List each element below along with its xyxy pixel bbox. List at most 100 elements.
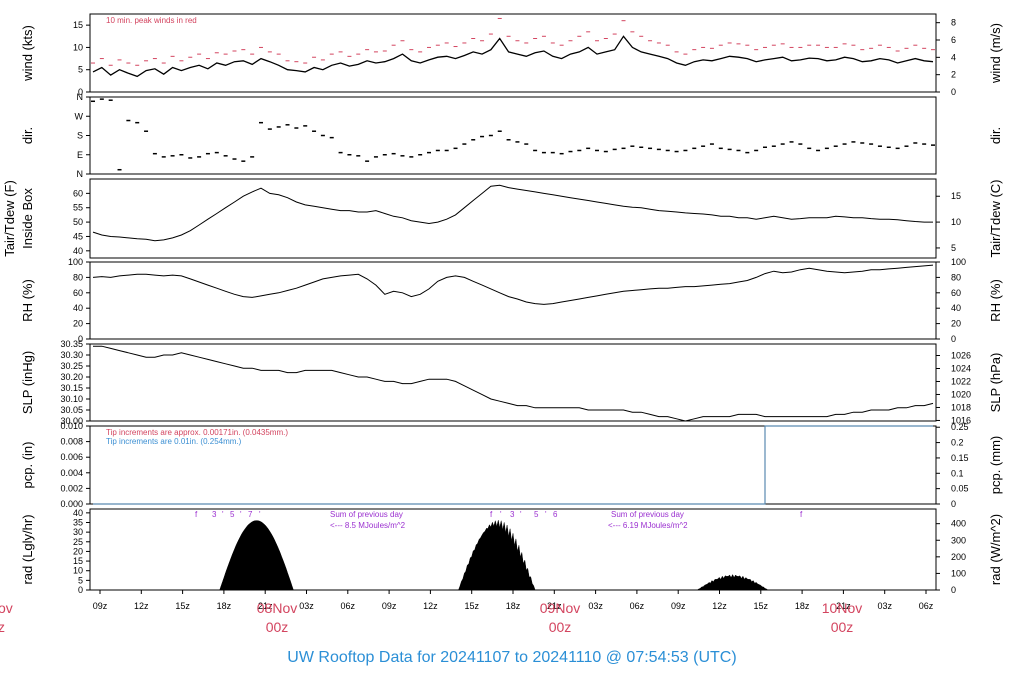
wind-ytick-right-label: 2 <box>951 70 956 80</box>
pcp-series <box>93 425 933 505</box>
rad-ytick-label: 35 <box>73 518 83 528</box>
x-tick-label: 09z <box>671 601 686 611</box>
wind-ytick-label: 5 <box>78 65 83 75</box>
rad-ytick-right-label: 0 <box>951 585 956 595</box>
x-tick-label: 21z <box>258 601 273 611</box>
x-tick-label: 15z <box>464 601 479 611</box>
slp-ytick-label: 30.15 <box>60 383 83 393</box>
rh-ytick-label: 80 <box>73 272 83 282</box>
x-day-time: 00z <box>266 619 289 635</box>
rad-annotation-2: <--- 8.5 MJoules/m^2 <box>330 521 406 530</box>
rh-frame <box>89 261 937 340</box>
temp-ytick-label: 40 <box>73 246 83 256</box>
rh-ytick-right-label: 20 <box>951 319 961 329</box>
wind-ytick-label: 0 <box>78 87 83 97</box>
rad-hour-mark: 5 <box>534 510 539 519</box>
rad-ytick-right-label: 400 <box>951 519 966 529</box>
rh-ytick-label: 40 <box>73 303 83 313</box>
pcp-ytick-right-label: 0.15 <box>951 453 969 463</box>
rad-hour-mark: ' <box>222 510 224 519</box>
temp-ytick-right-label: 10 <box>951 217 961 227</box>
slp-ytick-right-label: 1026 <box>951 350 971 360</box>
rad-ylabel-right: rad (W/m^2) <box>988 514 1003 585</box>
pcp-ytick-label: 0.008 <box>60 437 83 447</box>
rad-hour-mark: 3 <box>212 510 217 519</box>
x-tick-label: 18z <box>506 601 521 611</box>
rad-ytick-label: 15 <box>73 556 83 566</box>
temp-frame <box>89 178 937 259</box>
slp-ytick-label: 30.00 <box>60 416 83 426</box>
rad-day-3 <box>696 574 769 591</box>
rad-ylabel: rad (Lgly/hr) <box>20 514 35 584</box>
wind-series <box>92 35 934 78</box>
rad-ytick-label: 25 <box>73 537 83 547</box>
rad-ytick-label: 30 <box>73 527 83 537</box>
rh-ytick-right-label: 0 <box>951 334 956 344</box>
pcp-ytick-right-label: 0 <box>951 499 956 509</box>
wind-ylabel-right: wind (m/s) <box>988 23 1003 84</box>
x-tick-label: 12z <box>134 601 149 611</box>
rad-ytick-right-label: 100 <box>951 568 966 578</box>
slp-ytick-label: 30.20 <box>60 372 83 382</box>
pcp-ytick-right-label: 0.25 <box>951 422 969 432</box>
wind-ytick-right-label: 8 <box>951 18 956 28</box>
x-tick-label: 15z <box>754 601 769 611</box>
pcp-ytick-label: 0.002 <box>60 483 83 493</box>
panel-temp: 40 45 50 55 60 5 10 15 Tair/Tdew (F) Inside Box Ta… <box>2 178 1003 259</box>
pcp-note-red: Tip increments are approx. 0.00171in. (0… <box>106 428 288 437</box>
x-day-date: 09Nov <box>540 600 580 616</box>
pcp-ytick-right-label: 0.05 <box>951 484 969 494</box>
rad-ytick-label: 20 <box>73 546 83 556</box>
x-day-date: 08Nov <box>257 600 297 616</box>
rh-ytick-right-label: 40 <box>951 303 961 313</box>
pcp-ylabel: pcp. (in) <box>20 442 35 489</box>
rh-ylabel-right: RH (%) <box>988 279 1003 322</box>
dir-ytick-label: N <box>77 92 84 102</box>
wind-ylabel: wind (kts) <box>20 25 35 82</box>
rh-series <box>92 264 934 305</box>
rad-day-2 <box>458 519 536 591</box>
wind-ytick-right-label: 6 <box>951 35 956 45</box>
rh-ytick-label: 60 <box>73 288 83 298</box>
panel-rh: 0 20 40 60 80 100 0 20 40 60 80 100 RH (%) RH (%) <box>20 257 1003 344</box>
panel-wind: 0 5 10 15 0 2 4 6 8 wind (kts) wind (m/s) 10 min. p… <box>20 13 1003 97</box>
x-day-time-cut: z <box>0 619 5 635</box>
rad-hour-mark: f <box>490 510 493 519</box>
temp-ylabel-sub: Inside Box <box>20 188 35 249</box>
rad-annotation-1: Sum of previous day <box>330 510 403 519</box>
temp-ytick-label: 60 <box>73 188 83 198</box>
x-tick-label: 03z <box>877 601 892 611</box>
wind-frame <box>89 13 937 93</box>
rh-ytick-right-label: 60 <box>951 288 961 298</box>
rad-ytick-right-label: 200 <box>951 552 966 562</box>
slp-ytick-right-label: 1018 <box>951 402 971 412</box>
wind-ytick-right-label: 0 <box>951 87 956 97</box>
x-day-date: 10Nov <box>822 600 862 616</box>
slp-ytick-right-label: 1022 <box>951 376 971 386</box>
dir-ytick-label: S <box>77 131 83 141</box>
slp-ytick-label: 30.25 <box>60 361 83 371</box>
x-day-time: 00z <box>831 619 854 635</box>
slp-ytick-label: 30.30 <box>60 350 83 360</box>
dir-frame <box>89 96 937 175</box>
rad-hour-mark: ' <box>520 510 522 519</box>
rh-ytick-right-label: 80 <box>951 272 961 282</box>
pcp-ytick-right-label: 0.1 <box>951 468 964 478</box>
x-axis: 09z 12z 15z 18z 21z 03z 06z 09z 12z 15z 18z 21z 03z 0… <box>0 590 934 635</box>
x-tick-label: 03z <box>299 601 314 611</box>
x-tick-label: 09z <box>93 601 108 611</box>
slp-ytick-label: 30.05 <box>60 405 83 415</box>
rad-ytick-right-label: 300 <box>951 535 966 545</box>
slp-ytick-label: 30.10 <box>60 394 83 404</box>
pcp-ylabel-right: pcp. (mm) <box>988 436 1003 495</box>
rh-ytick-label: 0 <box>78 334 83 344</box>
rad-hour-mark: f <box>800 510 803 519</box>
pcp-ytick-label: 0.000 <box>60 499 83 509</box>
dir-ylabel-right: dir. <box>988 127 1003 144</box>
rad-ytick-label: 10 <box>73 566 83 576</box>
x-tick-label: 03z <box>588 601 603 611</box>
pcp-ytick-label: 0.004 <box>60 468 83 478</box>
rad-ytick-label: 5 <box>78 575 83 585</box>
